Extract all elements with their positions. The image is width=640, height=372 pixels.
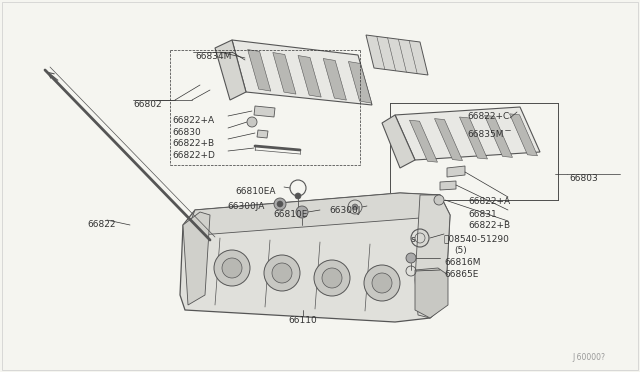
Text: 66831: 66831 — [468, 210, 497, 219]
Text: 66822: 66822 — [87, 220, 115, 229]
Text: 66822+D: 66822+D — [172, 151, 215, 160]
Polygon shape — [415, 195, 450, 318]
Circle shape — [372, 273, 392, 293]
Circle shape — [277, 201, 283, 207]
Polygon shape — [298, 55, 321, 97]
Polygon shape — [348, 61, 372, 103]
Polygon shape — [180, 193, 450, 322]
Circle shape — [295, 193, 301, 199]
Text: S: S — [410, 237, 415, 243]
Circle shape — [222, 258, 242, 278]
Polygon shape — [273, 52, 296, 94]
Text: 66830: 66830 — [172, 128, 201, 137]
Text: 66810EA: 66810EA — [235, 187, 275, 196]
Text: 66816M: 66816M — [444, 258, 481, 267]
Circle shape — [272, 263, 292, 283]
Text: 66835M: 66835M — [467, 130, 504, 139]
Circle shape — [274, 198, 286, 210]
Text: 66110: 66110 — [289, 316, 317, 325]
Text: J 60000?: J 60000? — [572, 353, 605, 362]
Polygon shape — [415, 268, 448, 318]
Polygon shape — [509, 114, 538, 156]
Polygon shape — [188, 193, 445, 235]
Circle shape — [406, 253, 416, 263]
Polygon shape — [447, 166, 465, 177]
Circle shape — [434, 195, 444, 205]
Text: Ⓢ08540-51290: Ⓢ08540-51290 — [444, 234, 510, 243]
Text: 66822+B: 66822+B — [468, 221, 510, 230]
Text: 66803: 66803 — [569, 174, 598, 183]
Polygon shape — [382, 115, 415, 168]
Text: 66834M: 66834M — [195, 52, 232, 61]
Text: 66300JA: 66300JA — [227, 202, 264, 211]
Polygon shape — [254, 106, 275, 117]
Polygon shape — [248, 49, 271, 91]
Circle shape — [322, 268, 342, 288]
Polygon shape — [215, 40, 246, 100]
Text: 66802: 66802 — [133, 100, 162, 109]
Polygon shape — [257, 130, 268, 138]
Polygon shape — [366, 35, 428, 75]
Text: (5): (5) — [454, 246, 467, 255]
Circle shape — [352, 204, 358, 210]
Polygon shape — [323, 58, 346, 100]
Circle shape — [314, 260, 350, 296]
Polygon shape — [440, 181, 456, 190]
Text: 66822+A: 66822+A — [172, 116, 214, 125]
Polygon shape — [395, 107, 540, 160]
Circle shape — [214, 250, 250, 286]
Circle shape — [296, 206, 308, 218]
Text: 66300J: 66300J — [329, 206, 360, 215]
Text: 66822+C: 66822+C — [467, 112, 509, 121]
Polygon shape — [232, 40, 372, 105]
Text: 66865E: 66865E — [444, 270, 478, 279]
Circle shape — [364, 265, 400, 301]
Polygon shape — [183, 212, 210, 305]
Text: 66822+A: 66822+A — [468, 197, 510, 206]
Text: 66810E: 66810E — [273, 210, 307, 219]
Polygon shape — [484, 115, 513, 157]
Circle shape — [247, 117, 257, 127]
Polygon shape — [410, 120, 438, 162]
Circle shape — [264, 255, 300, 291]
Polygon shape — [435, 119, 463, 161]
Polygon shape — [460, 117, 488, 159]
Text: 66822+B: 66822+B — [172, 139, 214, 148]
